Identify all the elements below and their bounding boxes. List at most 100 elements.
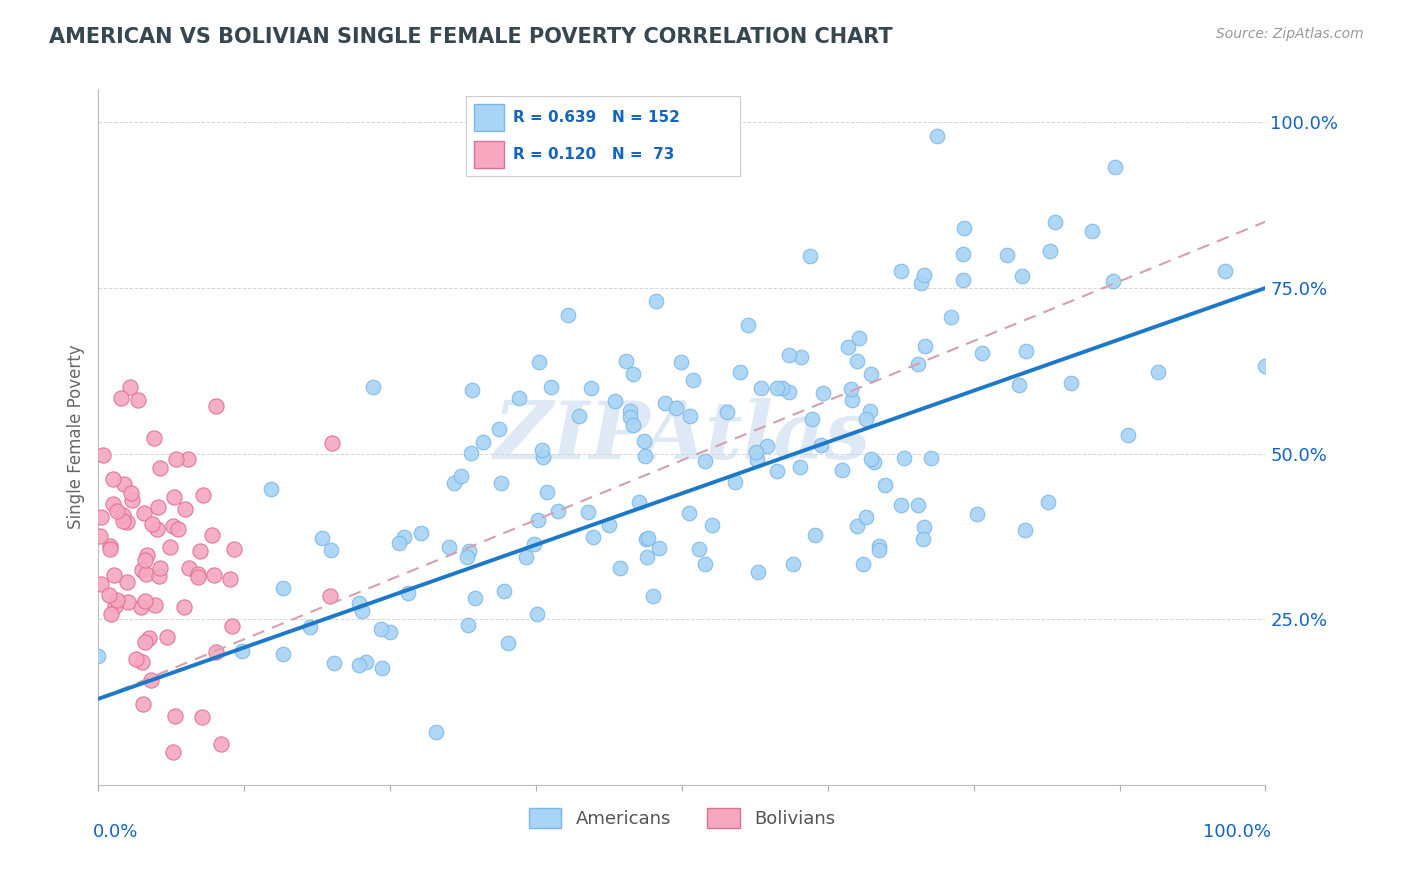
Point (125, 652, 148, 666)
Point (1043, 215, 1066, 229)
Point (149, 560, 172, 574)
Point (104, 599, 127, 614)
Point (174, 502, 197, 516)
Point (120, 380, 142, 394)
Point (845, 519, 868, 533)
Point (799, 249, 821, 263)
Point (789, 459, 811, 474)
Point (669, 355, 692, 369)
Point (134, 552, 156, 566)
Point (547, 504, 569, 518)
Point (1014, 523, 1036, 537)
Point (1011, 268, 1033, 283)
Point (868, 539, 890, 553)
Point (271, 581, 294, 595)
Point (460, 446, 482, 460)
Point (527, 513, 550, 527)
Point (645, 294, 668, 309)
Point (875, 478, 897, 492)
Point (361, 379, 384, 393)
Point (637, 531, 659, 545)
Point (173, 600, 195, 615)
Point (134, 594, 156, 608)
Point (852, 557, 875, 571)
Point (737, 318, 759, 333)
Point (177, 452, 200, 467)
Point (396, 586, 419, 600)
Point (371, 661, 394, 675)
Point (425, 725, 447, 739)
Point (260, 482, 283, 496)
Point (654, 395, 676, 409)
Point (679, 409, 702, 424)
Point (131, 655, 153, 669)
Point (568, 409, 591, 423)
Point (648, 541, 671, 555)
Point (1104, 160, 1126, 174)
Point (508, 391, 530, 405)
Point (323, 657, 346, 671)
Point (890, 263, 912, 277)
Point (98, 539, 121, 553)
Point (135, 566, 157, 581)
Point (527, 355, 550, 369)
Point (1060, 376, 1083, 391)
Text: ZIPAtlas: ZIPAtlas (494, 399, 870, 475)
Point (103, 497, 125, 511)
Point (800, 412, 823, 426)
Point (598, 518, 620, 533)
Point (1015, 344, 1038, 359)
Point (641, 589, 664, 603)
Point (890, 498, 912, 512)
Point (159, 540, 181, 554)
Point (162, 745, 184, 759)
Point (925, 128, 948, 143)
Point (859, 403, 882, 417)
Point (846, 354, 869, 368)
Point (127, 392, 149, 407)
Point (1116, 428, 1139, 442)
Text: AMERICAN VS BOLIVIAN SINGLE FEMALE POVERTY CORRELATION CHART: AMERICAN VS BOLIVIAN SINGLE FEMALE POVER… (49, 27, 893, 46)
Point (747, 566, 769, 580)
Point (810, 438, 832, 452)
Point (782, 557, 804, 571)
Point (603, 393, 626, 408)
Text: Source: ZipAtlas.com: Source: ZipAtlas.com (1216, 27, 1364, 41)
Point (1102, 273, 1125, 287)
Point (841, 392, 863, 407)
Point (582, 530, 605, 544)
Point (458, 544, 481, 558)
Point (749, 381, 772, 395)
Point (91, 448, 114, 462)
Point (678, 506, 700, 520)
Point (190, 544, 212, 558)
Point (579, 381, 602, 395)
Point (633, 434, 655, 449)
Point (456, 550, 478, 565)
Point (112, 514, 135, 528)
Point (811, 386, 834, 401)
Point (1254, 359, 1277, 374)
Point (89, 576, 111, 591)
Point (619, 404, 641, 418)
Point (149, 461, 172, 475)
Point (859, 452, 882, 467)
Point (966, 508, 988, 522)
Point (187, 567, 209, 582)
Point (536, 485, 558, 500)
Point (224, 541, 246, 556)
Point (609, 561, 631, 575)
Point (862, 455, 884, 469)
Point (723, 475, 745, 490)
Point (129, 599, 152, 614)
Point (202, 568, 225, 582)
Point (1038, 495, 1060, 509)
Y-axis label: Single Female Poverty: Single Female Poverty (66, 345, 84, 529)
Point (912, 533, 935, 547)
Point (489, 475, 512, 490)
Point (111, 508, 134, 523)
Point (201, 527, 224, 541)
Point (766, 381, 789, 395)
Point (162, 518, 184, 533)
Point (105, 593, 128, 607)
